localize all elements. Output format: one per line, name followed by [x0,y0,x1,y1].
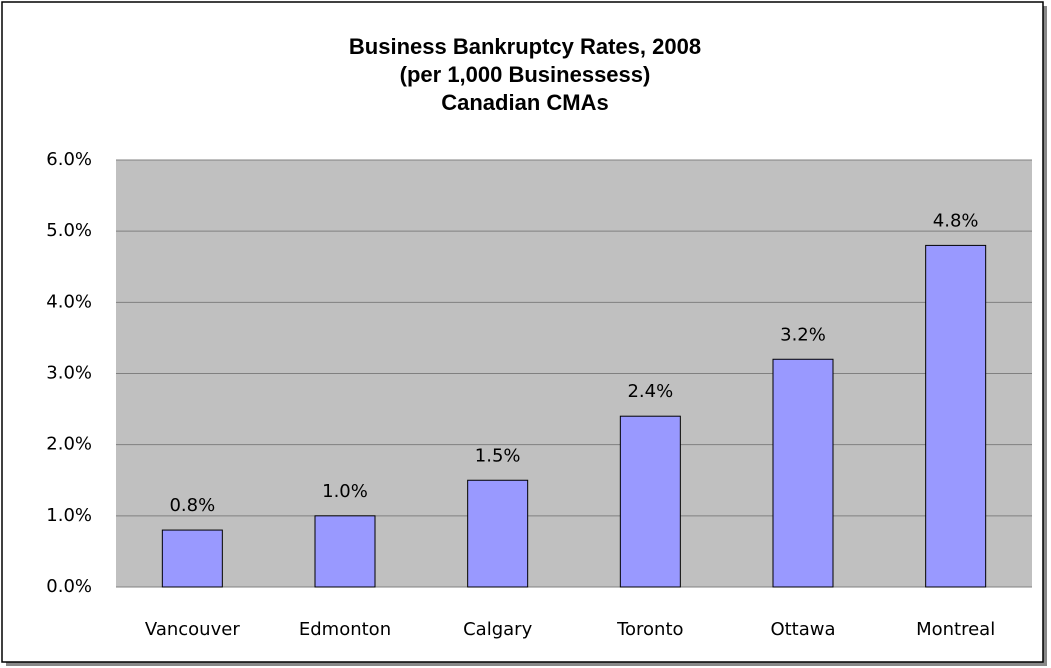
value-label: 2.4% [627,381,673,402]
value-label: 4.8% [933,210,979,231]
x-tick-label: Edmonton [299,619,391,640]
bar [314,515,376,588]
y-tick-label: 2.0% [46,434,92,455]
bar [161,529,223,588]
chart-subtitle: Canadian CMAs [441,90,608,115]
y-tick-label: 5.0% [46,220,92,241]
y-tick-label: 4.0% [46,291,92,312]
bar [772,358,834,588]
y-tick-label: 6.0% [46,149,92,170]
x-tick-label: Vancouver [145,619,240,640]
x-tick-label: Toronto [616,619,683,640]
chart-subtitle: (per 1,000 Businessess) [400,62,651,87]
value-label: 3.2% [780,324,826,345]
bar [619,415,681,588]
x-tick-label: Calgary [463,619,532,640]
bar [467,479,529,588]
value-label: 1.5% [475,445,521,466]
x-tick-label: Montreal [916,619,995,640]
value-label: 0.8% [169,495,215,516]
bar [925,244,987,588]
x-tick-label: Ottawa [770,619,835,640]
y-tick-label: 1.0% [46,505,92,526]
y-tick-label: 3.0% [46,363,92,384]
chart-title: Business Bankruptcy Rates, 2008 [349,34,701,59]
value-label: 1.0% [322,481,368,502]
y-tick-label: 0.0% [46,576,92,597]
